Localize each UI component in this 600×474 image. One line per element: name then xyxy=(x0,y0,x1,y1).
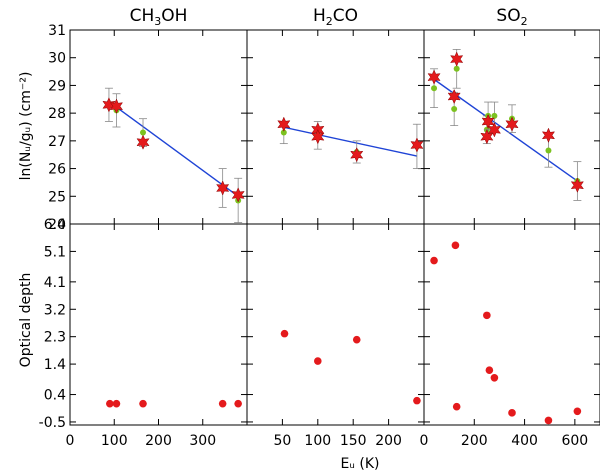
optical-depth-point xyxy=(490,373,499,382)
optical-depth-point xyxy=(234,399,242,408)
panel-title: H2CO xyxy=(313,6,358,28)
model-star xyxy=(427,69,441,85)
optical-depth-point xyxy=(352,335,361,344)
xtick-label: 0 xyxy=(66,433,75,449)
panel-title-tail: CO xyxy=(333,6,358,26)
ytick-top-label: 31 xyxy=(48,23,66,39)
ytick-top-label: 28 xyxy=(48,106,66,122)
xtick-label: 200 xyxy=(375,433,402,449)
fit-line xyxy=(282,126,418,157)
model-star xyxy=(350,147,364,163)
ytick-bottom-label: 2.3 xyxy=(44,330,66,346)
panel-title-tail: OH xyxy=(161,6,187,26)
model-star xyxy=(231,187,245,203)
panel-title: SO2 xyxy=(496,6,527,28)
data-marks xyxy=(102,49,584,425)
optical-depth-point xyxy=(218,399,227,408)
model-star xyxy=(311,129,325,145)
ytick-top-label: 25 xyxy=(48,189,66,205)
model-star xyxy=(109,98,124,114)
optical-depth-point xyxy=(280,329,289,338)
y-axis-label-top: ln(Nᵤ/gᵤ) (cm⁻²) xyxy=(18,72,34,181)
optical-depth-point xyxy=(112,399,121,408)
optical-depth-point xyxy=(483,311,491,320)
optical-depth-point xyxy=(508,409,516,417)
optical-depth-point xyxy=(139,399,147,408)
rotation-point xyxy=(453,65,460,72)
model-star xyxy=(487,122,502,138)
ytick-bottom-label: 4.1 xyxy=(44,275,66,291)
fit-line xyxy=(107,100,239,197)
ytick-top-label: 26 xyxy=(48,162,66,178)
model-star xyxy=(410,137,424,153)
panel-title-subscript: 2 xyxy=(326,15,333,28)
optical-depth-point xyxy=(106,399,114,408)
xtick-label: 100 xyxy=(304,433,331,449)
xtick-label: 200 xyxy=(145,433,172,449)
rotation-point xyxy=(545,147,552,154)
model-star xyxy=(102,97,116,113)
model-star xyxy=(216,180,230,196)
model-star xyxy=(541,127,556,143)
xtick-label: 400 xyxy=(511,433,538,449)
ytick-bottom-label: -0.5 xyxy=(39,415,66,431)
ytick-bottom-label: 6.0 xyxy=(44,217,66,233)
panel-title: CH3OH xyxy=(130,6,188,28)
xtick-label: 100 xyxy=(101,433,128,449)
rotation-point xyxy=(491,112,498,119)
y-axis-label-bottom: Optical depth xyxy=(18,273,34,368)
xtick-label: 50 xyxy=(273,433,291,449)
ytick-top-label: 30 xyxy=(48,51,66,67)
xtick-label: 0 xyxy=(420,433,429,449)
ytick-top-label: 24 xyxy=(48,217,66,233)
ytick-bottom-label: 5.1 xyxy=(44,244,66,260)
panel-title-main: H xyxy=(313,6,326,26)
panel-title-subscript: 3 xyxy=(154,15,161,28)
rotation-point xyxy=(280,129,287,136)
plot-frame xyxy=(69,29,600,426)
xtick-label: 600 xyxy=(561,433,588,449)
model-star xyxy=(505,116,519,132)
ytick-top-label: 27 xyxy=(48,134,66,150)
model-star xyxy=(277,116,291,132)
ytick-bottom-label: 3.2 xyxy=(44,302,66,318)
panel-title-main: SO xyxy=(496,6,520,26)
model-star xyxy=(481,113,495,130)
model-star xyxy=(570,177,584,193)
ytick-top-label: 29 xyxy=(48,78,66,94)
optical-depth-point xyxy=(485,366,494,374)
optical-depth-point xyxy=(452,402,461,411)
xtick-label: 200 xyxy=(461,433,488,449)
model-star xyxy=(447,88,461,105)
panel-frames xyxy=(69,29,600,426)
optical-depth-point xyxy=(451,241,460,250)
optical-depth-point xyxy=(544,416,553,425)
rotation-point xyxy=(140,129,147,136)
x-axis-label: Eᵤ (K) xyxy=(340,456,379,472)
ytick-bottom-label: 1.4 xyxy=(44,357,66,373)
xtick-label: 300 xyxy=(189,433,216,449)
rotation-point xyxy=(451,105,458,112)
optical-depth-point xyxy=(413,396,421,405)
panel-title-main: CH xyxy=(130,6,155,26)
optical-depth-point xyxy=(573,407,582,416)
ytick-bottom-label: 0.4 xyxy=(44,388,66,404)
model-star xyxy=(450,51,464,67)
rotation-point xyxy=(431,85,438,92)
panel-title-subscript: 2 xyxy=(521,15,528,28)
optical-depth-point xyxy=(314,357,322,365)
axis-labels: ln(Nᵤ/gᵤ) (cm⁻²) Optical depth Eᵤ (K) xyxy=(18,72,380,472)
xtick-label: 150 xyxy=(340,433,367,449)
model-star xyxy=(136,134,150,150)
axis-ticks: 31302928272625246.05.14.13.22.31.40.4-0.… xyxy=(39,6,600,449)
optical-depth-point xyxy=(430,256,438,265)
